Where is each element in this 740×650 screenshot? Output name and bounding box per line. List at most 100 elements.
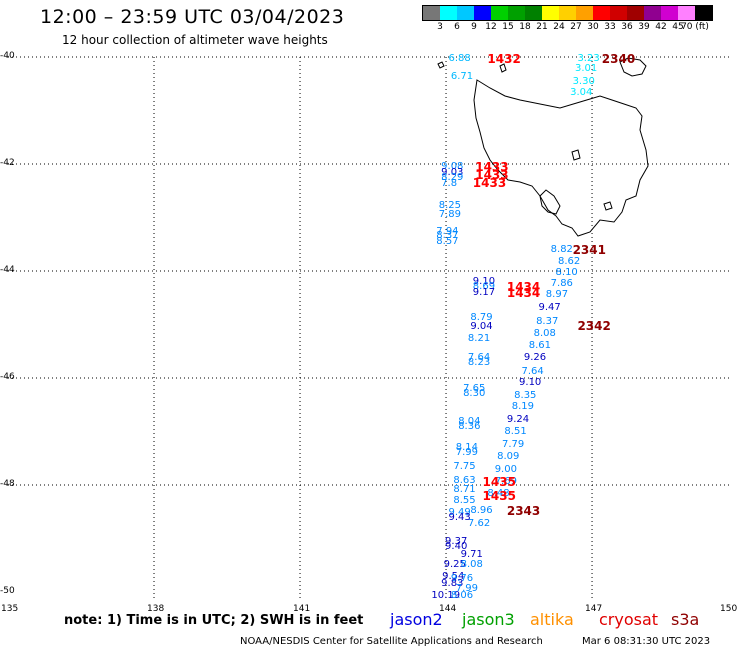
small-island	[437, 61, 445, 69]
legend-swatch	[661, 6, 678, 20]
legend-swatch	[474, 6, 491, 20]
wave-height-value: 7.86	[550, 278, 573, 290]
legend-swatch	[678, 6, 695, 20]
pass-time-label: 2342	[577, 318, 611, 333]
tasman-peninsula	[539, 189, 561, 215]
latitude-label: -40	[0, 51, 15, 61]
wave-height-value: 9.10	[472, 275, 496, 287]
pass-time-label: 1434	[506, 280, 541, 295]
map-subtitle: 12 hour collection of altimeter wave hei…	[62, 33, 328, 47]
wave-height-value: 9.00	[494, 464, 517, 476]
wave-height-value: 8.82	[550, 243, 573, 255]
wave-height-value: 8.04	[458, 415, 481, 427]
wave-height-value: 9.08	[441, 161, 464, 173]
king-island	[499, 63, 507, 73]
legend-label: 27	[570, 22, 582, 32]
wave-height-value: 9.24	[506, 413, 530, 425]
wave-height-value: 9.37	[445, 536, 468, 548]
wave-height-value: 8.36	[458, 421, 481, 433]
tasmania-coastline	[437, 57, 649, 237]
wave-height-value: 8.09	[497, 451, 520, 463]
satellite-cryosat: cryosat	[599, 610, 659, 629]
legend-swatch	[559, 6, 576, 20]
wave-height-value: 8.10	[555, 266, 578, 278]
legend-label: 9	[471, 22, 477, 32]
pass-time-label: 1433	[472, 176, 507, 191]
wave-height-value: 8.23	[467, 357, 491, 369]
wave-height-value: 8.21	[467, 332, 491, 344]
wave-height-value: 8.79	[470, 312, 493, 324]
wave-height-value: 6.71	[450, 70, 474, 82]
satellite-altika: altika	[530, 610, 574, 629]
wave-height-value: 9.26	[523, 352, 547, 364]
pass-time-label: 2340	[601, 51, 636, 66]
legend-swatch	[491, 6, 508, 20]
latitude-label: -44	[0, 265, 15, 275]
legend-label: 6	[454, 22, 460, 32]
credit-text: NOAA/NESDIS Center for Satellite Applica…	[240, 636, 543, 647]
wave-height-value: 3.01	[575, 62, 598, 74]
legend-label: 12	[485, 22, 497, 32]
latitude-label: -50	[0, 586, 15, 596]
legend-label: 18	[519, 22, 531, 32]
wave-height-value: 7.69	[494, 476, 517, 488]
legend-label: 33	[604, 22, 616, 32]
wave-height-value: 8.30	[463, 388, 486, 400]
wave-height-value: 9.83	[441, 577, 464, 589]
graticule	[8, 56, 730, 600]
latitude-label: -48	[0, 479, 15, 489]
wave-height-value: 7.94	[436, 225, 459, 237]
wave-height-value: 3.30	[572, 75, 595, 87]
wave-height-value: 9.03	[441, 167, 464, 179]
pass-time-label: 1433	[475, 167, 509, 182]
longitude-label: 141	[293, 604, 311, 614]
wave-height-value: 8.55	[453, 495, 476, 507]
wave-height-value: 9.10	[519, 377, 542, 389]
pass-time-label: 1434	[506, 286, 541, 301]
pass-time-label: 2341	[572, 242, 606, 257]
legend-swatch	[525, 6, 542, 20]
longitude-label: 135	[1, 604, 19, 614]
wave-height-value: 8.29	[441, 172, 464, 184]
wave-height-value: 8.62	[557, 255, 581, 267]
latitude-label: -42	[0, 158, 15, 168]
pass-time-label: 2343	[506, 503, 541, 518]
wave-height-value: 7.89	[438, 209, 461, 221]
longitude-label: 144	[439, 604, 457, 614]
wave-height-value: 7.64	[467, 351, 491, 363]
wave-height-value: 8.19	[511, 401, 534, 413]
wave-height-value: 7.99	[455, 583, 479, 595]
wave-height-value: 8.71	[453, 484, 476, 496]
legend-label: 15	[502, 22, 514, 32]
legend-label: 39	[638, 22, 650, 32]
wave-height-value: 8.63	[453, 475, 476, 487]
wave-height-value: 8.25	[438, 199, 461, 211]
wave-height-value: 7.75	[453, 461, 476, 473]
legend-swatch	[576, 6, 593, 20]
satellite-s3a: s3a	[671, 610, 700, 629]
wave-height-value: 7.64	[521, 365, 544, 377]
wave-height-value: 7.8	[441, 178, 458, 190]
wave-height-value: 6.88	[448, 52, 471, 64]
tasmania-main-island	[473, 79, 649, 237]
legend-swatch	[423, 6, 440, 20]
wave-height-value: 9.40	[445, 540, 468, 552]
map-title: 12:00 – 23:59 UTC 03/04/2023	[40, 6, 345, 28]
color-legend-bar	[422, 5, 713, 21]
wave-height-value: 8.57	[436, 235, 459, 247]
satellite-jason2: jason2	[390, 610, 443, 629]
wave-height-value: 8.08	[533, 328, 556, 340]
wave-height-value: 8.97	[545, 289, 569, 301]
pass-time-label: 1435	[482, 475, 516, 490]
wave-height-value: 8.96	[470, 504, 493, 516]
wave-height-value: 8.37	[436, 230, 459, 242]
wave-height-value: 8.06	[450, 590, 474, 602]
legend-swatch	[610, 6, 627, 20]
wave-height-value: 9.43	[448, 512, 471, 524]
longitude-label: 147	[585, 604, 603, 614]
legend-label: 3	[437, 22, 443, 32]
wave-height-value: 9.76	[450, 572, 474, 584]
pass-time-label: 1435	[482, 488, 516, 503]
wave-height-value: 8.48	[487, 487, 510, 499]
